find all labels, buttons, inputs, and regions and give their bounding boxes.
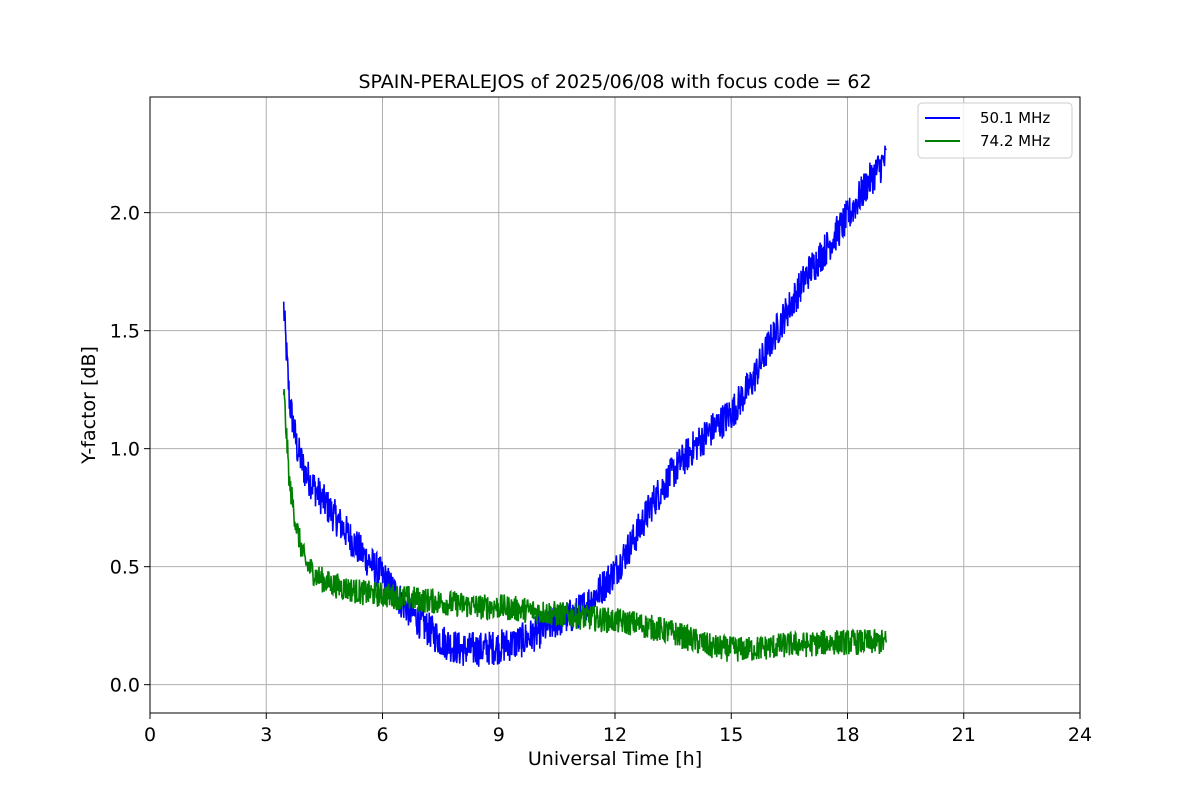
y-tick-label: 1.5	[110, 321, 140, 343]
y-tick-label: 2.0	[110, 203, 140, 225]
legend: 50.1 MHz 74.2 MHz	[917, 102, 1073, 159]
legend-entry-50mhz: 50.1 MHz	[980, 109, 1050, 127]
y-axis-label: Y-factor [dB]	[78, 346, 100, 465]
x-tick-label: 6	[376, 724, 388, 746]
x-tick-label: 9	[493, 724, 505, 746]
y-tick-label: 0.0	[110, 675, 140, 697]
x-tick-label: 18	[835, 724, 859, 746]
plot-area	[282, 145, 888, 667]
y-axis: 0.0 0.5 1.0 1.5 2.0	[110, 203, 150, 697]
x-tick-label: 24	[1068, 724, 1092, 746]
grid	[149, 97, 1081, 713]
x-axis: 0 3 6 9 12 15 18 21 24	[144, 713, 1092, 746]
x-tick-label: 0	[144, 724, 156, 746]
series-line-74mhz	[282, 389, 888, 662]
x-tick-label: 15	[719, 724, 743, 746]
x-tick-label: 3	[260, 724, 272, 746]
legend-box	[917, 102, 1073, 159]
chart-title: SPAIN-PERALEJOS of 2025/06/08 with focus…	[358, 71, 871, 93]
y-tick-label: 1.0	[110, 439, 140, 461]
x-axis-label: Universal Time [h]	[528, 748, 702, 770]
x-tick-label: 21	[952, 724, 976, 746]
y-tick-label: 0.5	[110, 557, 140, 579]
x-tick-label: 12	[603, 724, 627, 746]
legend-entry-74mhz: 74.2 MHz	[980, 132, 1050, 150]
